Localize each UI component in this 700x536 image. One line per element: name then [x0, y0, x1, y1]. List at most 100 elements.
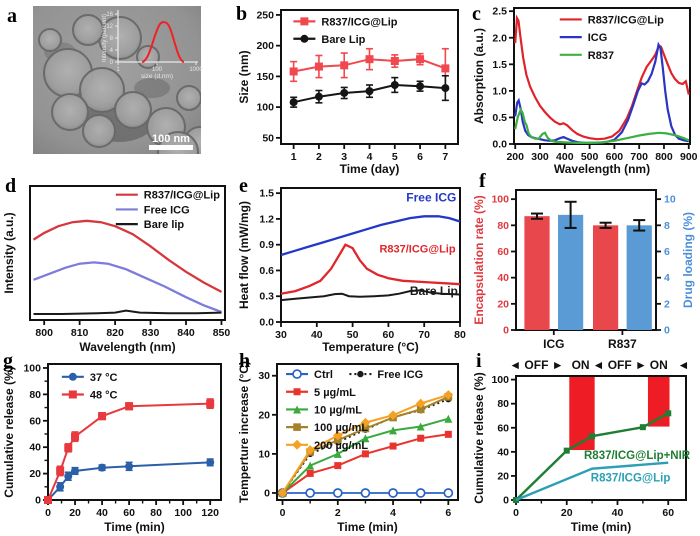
svg-text:6: 6	[445, 507, 451, 519]
svg-text:4: 4	[390, 507, 396, 519]
svg-text:50: 50	[262, 132, 274, 144]
panel-b: 1 2 3 4 5 6 7 50 100 150 200 250 R837/ICG@Lip Bare Li…	[235, 0, 470, 183]
svg-text:850: 850	[213, 327, 231, 339]
svg-text:80: 80	[497, 398, 509, 410]
panel-f-letter: f	[479, 170, 486, 192]
svg-text:2: 2	[335, 507, 341, 519]
svg-text:0: 0	[35, 495, 41, 507]
svg-text:60: 60	[383, 329, 395, 341]
svg-text:20: 20	[561, 507, 573, 519]
svg-text:10: 10	[258, 448, 270, 460]
svg-text:12: 12	[106, 24, 113, 30]
svg-text:100 µg/mL: 100 µg/mL	[314, 422, 368, 434]
svg-text:20: 20	[497, 298, 509, 310]
svg-text:40: 40	[96, 507, 108, 519]
svg-text:R837/ICG@Lip: R837/ICG@Lip	[144, 190, 220, 202]
svg-text:40: 40	[612, 507, 624, 519]
svg-text:800: 800	[655, 151, 673, 163]
svg-text:250: 250	[256, 9, 274, 21]
svg-text:40: 40	[311, 329, 323, 341]
svg-text:1.5: 1.5	[259, 188, 274, 200]
panel-c-letter: c	[472, 3, 481, 25]
svg-text:820: 820	[106, 327, 124, 339]
svg-text:500: 500	[581, 151, 599, 163]
svg-text:Heat flow (mW/mg): Heat flow (mW/mg)	[237, 201, 251, 309]
svg-text:Free ICG: Free ICG	[377, 369, 423, 381]
svg-text:100: 100	[256, 102, 274, 114]
panel-h-letter: h	[239, 350, 251, 372]
svg-text:Intensity (a.u.): Intensity (a.u.)	[2, 212, 16, 293]
svg-text:◄ OFF ►: ◄ OFF ►	[592, 358, 646, 372]
svg-text:30: 30	[258, 370, 270, 382]
svg-text:40: 40	[497, 272, 509, 284]
svg-text:R837/ICG@Lip: R837/ICG@Lip	[591, 472, 671, 484]
svg-text:Size (nm): Size (nm)	[237, 50, 251, 103]
svg-text:100 nm: 100 nm	[152, 133, 190, 145]
panel-i: 0 20 40 60 0 20 40 60 80 100 R837/ICG@Lip+NIR R837/…	[470, 356, 700, 536]
svg-text:ON: ON	[572, 358, 590, 372]
svg-text:830: 830	[142, 327, 160, 339]
svg-text:4: 4	[664, 272, 670, 284]
panel-g: 0 20 40 60 80 100 120 0 20 40 60 80 100 37 °C 48 °C Tim…	[0, 356, 235, 536]
svg-text:◄: ◄	[678, 358, 690, 372]
svg-text:100: 100	[152, 67, 163, 73]
svg-text:840: 840	[177, 327, 195, 339]
panel-g-letter: g	[3, 350, 13, 372]
svg-text:7: 7	[442, 151, 448, 163]
panel-e-letter: e	[239, 175, 248, 197]
svg-text:0.0: 0.0	[259, 317, 274, 329]
svg-text:0.5: 0.5	[492, 112, 507, 124]
svg-text:20: 20	[69, 507, 81, 519]
svg-text:50: 50	[347, 329, 359, 341]
svg-text:ICG: ICG	[588, 32, 608, 44]
svg-text:R837: R837	[608, 337, 637, 351]
svg-text:150: 150	[256, 71, 274, 83]
svg-text:R837/ICG@Lip: R837/ICG@Lip	[321, 16, 397, 28]
svg-text:Temperature (°C): Temperature (°C)	[322, 340, 419, 354]
panel-c-chart: 200 300 400 500 600 700 800 900 0.0 0.5 1.0 1.5 2.0 2…	[472, 6, 698, 176]
svg-text:600: 600	[606, 151, 624, 163]
svg-text:2.5: 2.5	[492, 6, 507, 18]
svg-text:200 µg/mL: 200 µg/mL	[314, 440, 368, 452]
panel-f: 0 20 40 60 80 100 0 2 4 6 8 10 ICG R837 Encapsulation …	[470, 178, 700, 361]
panel-a-tem-image: 0 4 8 12 16 1 100 1000 size (d.nm) Intensity (per…	[33, 6, 203, 154]
svg-text:40: 40	[497, 446, 509, 458]
svg-text:20: 20	[258, 409, 270, 421]
svg-text:60: 60	[662, 507, 674, 519]
svg-text:300: 300	[531, 151, 549, 163]
svg-text:0: 0	[264, 487, 270, 499]
svg-text:0: 0	[503, 325, 509, 337]
panel-i-letter: i	[476, 350, 482, 372]
svg-text:1.0: 1.0	[492, 85, 507, 97]
svg-text:R837: R837	[588, 50, 614, 62]
panel-h-chart: 0 2 4 6 0 10 20 30 Ctrl Free ICG 5 µg/mL 10 µg/mL 10…	[237, 361, 459, 534]
svg-text:4: 4	[110, 48, 114, 54]
svg-text:Intensity (percent): Intensity (percent)	[102, 14, 108, 62]
svg-text:1: 1	[116, 67, 120, 73]
svg-text:700: 700	[630, 151, 648, 163]
svg-text:120: 120	[201, 507, 219, 519]
svg-text:5 µg/mL: 5 µg/mL	[314, 387, 356, 399]
svg-text:2.0: 2.0	[492, 32, 507, 44]
svg-text:Bare lip: Bare lip	[144, 219, 185, 231]
svg-text:0: 0	[110, 60, 114, 66]
svg-text:Time (min): Time (min)	[104, 520, 164, 534]
svg-text:0.3: 0.3	[259, 291, 274, 303]
svg-text:Encapsulation rate (%): Encapsulation rate (%)	[472, 195, 486, 324]
svg-text:70: 70	[418, 329, 430, 341]
panel-d-chart: 800 810 820 830 840 850 R837/ICG@Lip Free ICG Ba…	[2, 185, 231, 354]
svg-text:810: 810	[71, 327, 89, 339]
svg-text:80: 80	[497, 220, 509, 232]
svg-text:6: 6	[664, 246, 670, 258]
svg-text:Cumulative release (%): Cumulative release (%)	[472, 372, 486, 503]
panel-e-chart: 30 40 50 60 70 80 0.0 0.3 0.6 0.9 1.2 1.5 Free ICG R8…	[237, 187, 466, 354]
svg-text:2: 2	[316, 151, 322, 163]
svg-text:400: 400	[556, 151, 574, 163]
svg-text:ON: ON	[650, 358, 668, 372]
svg-text:10 µg/mL: 10 µg/mL	[314, 404, 362, 416]
svg-text:100: 100	[174, 507, 192, 519]
svg-text:10: 10	[664, 194, 676, 206]
svg-text:48 °C: 48 °C	[90, 389, 118, 401]
svg-text:80: 80	[29, 389, 41, 401]
svg-text:5: 5	[392, 151, 398, 163]
